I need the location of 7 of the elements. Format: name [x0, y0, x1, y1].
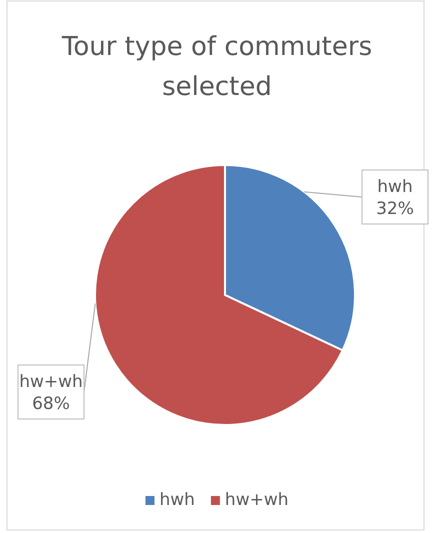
slice-label: hw+wh	[19, 372, 83, 392]
legend-label: hw+wh	[224, 490, 289, 510]
legend-label: hwh	[159, 490, 195, 510]
data-label: 32%	[376, 199, 414, 219]
data-label: 68%	[32, 394, 70, 414]
slice-label: hwh	[377, 177, 413, 197]
chart-title: Tour type of commuters selected	[60, 32, 372, 102]
